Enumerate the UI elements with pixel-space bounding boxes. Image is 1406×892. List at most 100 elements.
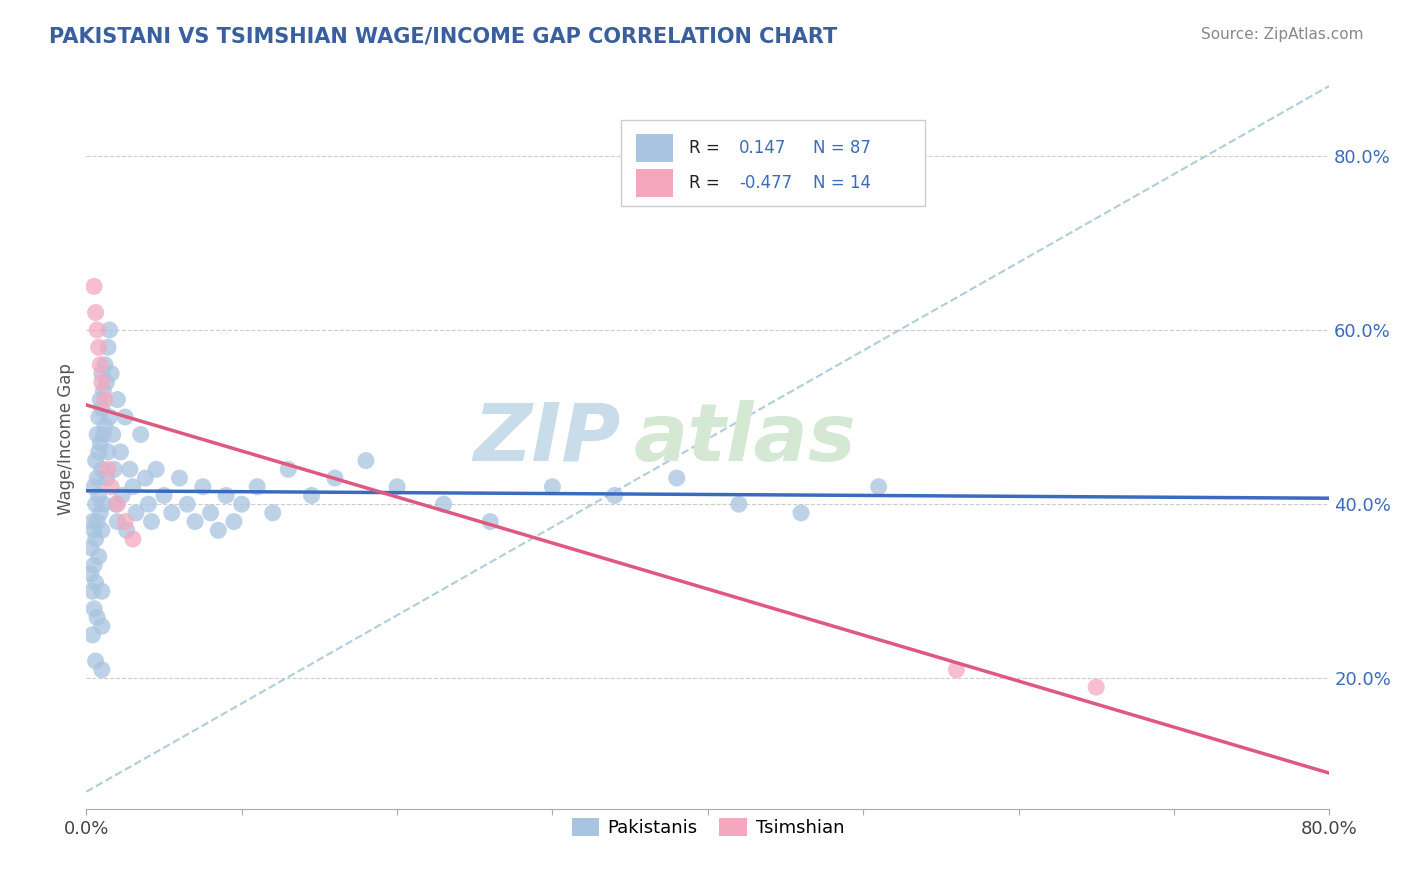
Point: [122, 480, 145, 494]
Text: Source: ZipAtlas.com: Source: ZipAtlas.com: [1201, 27, 1364, 42]
Point: [114, 410, 136, 425]
Point: [541, 480, 564, 494]
Point: [82, 628, 104, 642]
Point: [87, 445, 110, 459]
Point: [945, 663, 967, 677]
Point: [83, 279, 105, 293]
Point: [160, 506, 183, 520]
Point: [82, 515, 104, 529]
Point: [96, 471, 118, 485]
Point: [86, 610, 108, 624]
Point: [89, 358, 111, 372]
Point: [262, 506, 284, 520]
Point: [87, 488, 110, 502]
Point: [93, 384, 115, 398]
Point: [86, 471, 108, 485]
Point: [176, 497, 198, 511]
Text: N = 14: N = 14: [814, 174, 872, 192]
Legend: Pakistanis, Tsimshian: Pakistanis, Tsimshian: [564, 811, 851, 845]
Point: [97, 462, 120, 476]
Point: [83, 601, 105, 615]
Point: [110, 445, 132, 459]
Point: [89, 506, 111, 520]
Point: [111, 488, 134, 502]
Point: [89, 436, 111, 450]
Point: [479, 515, 502, 529]
Point: [103, 462, 125, 476]
Point: [97, 340, 120, 354]
Point: [246, 480, 269, 494]
FancyBboxPatch shape: [636, 169, 673, 196]
Point: [215, 488, 238, 502]
Point: [84, 654, 107, 668]
Point: [101, 427, 124, 442]
Point: [727, 497, 749, 511]
Point: [82, 584, 104, 599]
Point: [93, 497, 115, 511]
Point: [90, 462, 112, 476]
Point: [94, 418, 117, 433]
Point: [104, 497, 127, 511]
Point: [100, 480, 122, 494]
Point: [80, 566, 103, 581]
Point: [222, 515, 245, 529]
Point: [96, 375, 118, 389]
Point: [105, 515, 128, 529]
Point: [277, 462, 299, 476]
Point: [1085, 680, 1108, 694]
Point: [115, 524, 138, 538]
Point: [87, 549, 110, 564]
Point: [122, 532, 145, 546]
Point: [105, 497, 128, 511]
Point: [354, 453, 377, 467]
Point: [93, 427, 115, 442]
Point: [100, 367, 122, 381]
Point: [790, 506, 813, 520]
Point: [138, 497, 160, 511]
Point: [90, 584, 112, 599]
Point: [87, 340, 110, 354]
Text: R =: R =: [689, 139, 720, 157]
Point: [84, 532, 107, 546]
Point: [83, 558, 105, 573]
Point: [184, 515, 207, 529]
Point: [94, 358, 117, 372]
Point: [90, 663, 112, 677]
Point: [83, 480, 105, 494]
Text: ZIP: ZIP: [474, 400, 621, 478]
Point: [125, 506, 148, 520]
Text: N = 87: N = 87: [814, 139, 872, 157]
Point: [385, 480, 408, 494]
Y-axis label: Wage/Income Gap: Wage/Income Gap: [58, 363, 75, 515]
Point: [86, 427, 108, 442]
Point: [90, 401, 112, 416]
Point: [134, 471, 156, 485]
Point: [603, 488, 626, 502]
Point: [84, 453, 107, 467]
Point: [90, 375, 112, 389]
Point: [84, 497, 107, 511]
Point: [87, 410, 110, 425]
Point: [84, 575, 107, 590]
Point: [94, 392, 117, 407]
Point: [90, 524, 112, 538]
Point: [90, 367, 112, 381]
Point: [323, 471, 346, 485]
Point: [118, 462, 141, 476]
Text: -0.477: -0.477: [738, 174, 792, 192]
Point: [98, 323, 121, 337]
Point: [207, 524, 229, 538]
Point: [89, 392, 111, 407]
Point: [169, 471, 191, 485]
Point: [97, 445, 120, 459]
Point: [665, 471, 688, 485]
Point: [86, 515, 108, 529]
Point: [141, 515, 163, 529]
Point: [83, 524, 105, 538]
Point: [231, 497, 253, 511]
Point: [153, 488, 176, 502]
Point: [129, 427, 152, 442]
Point: [98, 410, 121, 425]
Point: [200, 506, 222, 520]
Text: 0.147: 0.147: [738, 139, 786, 157]
